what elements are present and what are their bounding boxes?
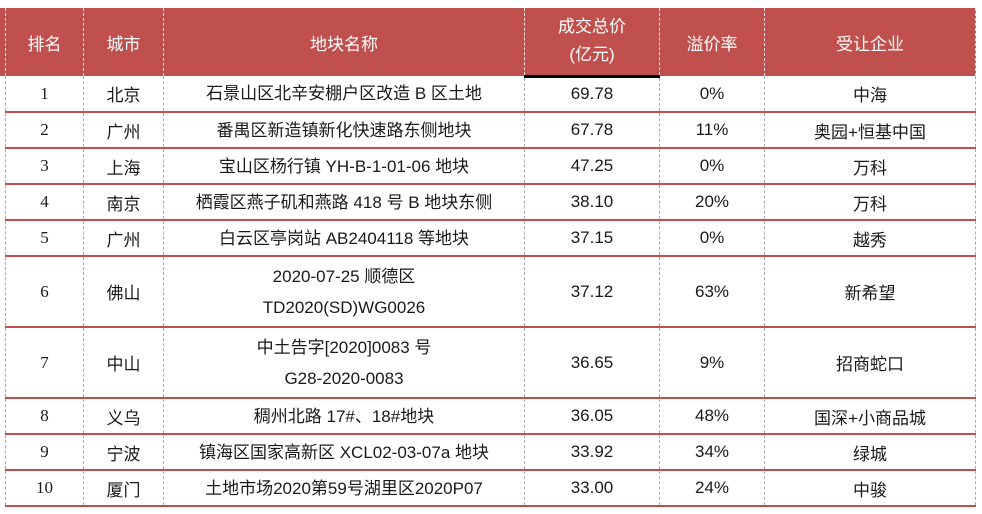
cell-buyer: 奥园+恒基中国 — [764, 111, 976, 149]
cell-name: 宝山区杨行镇 YH-B-1-01-06 地块 — [163, 147, 525, 185]
cell-price: 36.65 — [524, 326, 660, 399]
cell-premium: 9% — [659, 326, 765, 399]
parcel-name-line: G28-2020-0083 — [284, 368, 404, 388]
cell-price: 69.78 — [524, 76, 660, 113]
cell-name: 镇海区国家高新区 XCL02-03-07a 地块 — [163, 433, 525, 471]
table-header-row: 排名 城市 地块名称 成交总价 (亿元) 溢价率 受让企业 — [5, 8, 976, 78]
header-cell-price: 成交总价 (亿元) — [524, 8, 660, 78]
cell-price: 36.05 — [524, 397, 660, 435]
table-row-7: 7 中山 中土告字[2020]0083 号 G28-2020-0083 36.6… — [5, 326, 976, 399]
header-cell-rank: 排名 — [5, 8, 84, 76]
parcel-name-line: 栖霞区燕子矶和燕路 418 号 B 地块东侧 — [195, 192, 493, 212]
parcel-name-line: 稠州北路 17#、18#地块 — [253, 406, 435, 426]
parcel-name-line: 石景山区北辛安棚户区改造 B 区土地 — [206, 84, 482, 103]
cell-buyer: 越秀 — [764, 219, 976, 257]
table-row-5: 5 广州 白云区亭岗站 AB2404118 等地块 37.15 0% 越秀 — [5, 219, 976, 257]
price-header-line2: (亿元) — [569, 45, 615, 65]
table-row-2: 2 广州 番禺区新造镇新化快速路东侧地块 67.78 11% 奥园+恒基中国 — [5, 111, 976, 149]
cell-price: 37.15 — [524, 219, 660, 257]
price-header-line1: 成交总价 — [558, 17, 626, 37]
header-cell-buyer: 受让企业 — [764, 8, 976, 76]
cell-premium: 0% — [659, 76, 765, 113]
parcel-name-line: 2020-07-25 顺德区 — [272, 266, 416, 286]
cell-premium: 0% — [659, 219, 765, 257]
header-left-edge-strip — [0, 8, 6, 76]
parcel-name-line: 番禺区新造镇新化快速路东侧地块 — [216, 120, 472, 140]
table-row-9: 9 宁波 镇海区国家高新区 XCL02-03-07a 地块 33.92 34% … — [5, 433, 976, 471]
cell-city: 宁波 — [83, 433, 164, 471]
cell-premium: 0% — [659, 147, 765, 185]
cell-buyer: 中海 — [764, 76, 976, 113]
cell-buyer: 中骏 — [764, 469, 976, 507]
table-row-1: 1 北京 石景山区北辛安棚户区改造 B 区土地 69.78 0% 中海 — [5, 76, 976, 113]
cell-rank: 6 — [5, 255, 84, 328]
cell-rank: 1 — [5, 76, 84, 113]
cell-premium: 48% — [659, 397, 765, 435]
parcel-name-line: 中土告字[2020]0083 号 — [256, 337, 432, 357]
cell-premium: 63% — [659, 255, 765, 328]
cell-price: 37.12 — [524, 255, 660, 328]
cell-name: 番禺区新造镇新化快速路东侧地块 — [163, 111, 525, 149]
table-row-3: 3 上海 宝山区杨行镇 YH-B-1-01-06 地块 47.25 0% 万科 — [5, 147, 976, 185]
cell-city: 厦门 — [83, 469, 164, 507]
cell-rank: 7 — [5, 326, 84, 399]
cell-premium: 20% — [659, 183, 765, 221]
table-row-10: 10 厦门 土地市场2020第59号湖里区2020P07 33.00 24% 中… — [5, 469, 976, 507]
cell-price: 38.10 — [524, 183, 660, 221]
cell-price: 33.92 — [524, 433, 660, 471]
cell-rank: 3 — [5, 147, 84, 185]
cell-city: 佛山 — [83, 255, 164, 328]
parcel-name-line: 镇海区国家高新区 XCL02-03-07a 地块 — [198, 442, 490, 462]
cell-city: 南京 — [83, 183, 164, 221]
header-cell-premium: 溢价率 — [659, 8, 765, 76]
cell-rank: 10 — [5, 469, 84, 507]
cell-city: 北京 — [83, 76, 164, 113]
cell-buyer: 国深+小商品城 — [764, 397, 976, 435]
cell-price: 47.25 — [524, 147, 660, 185]
cell-price: 67.78 — [524, 111, 660, 149]
cell-rank: 2 — [5, 111, 84, 149]
cell-buyer: 绿城 — [764, 433, 976, 471]
cell-buyer: 招商蛇口 — [764, 326, 976, 399]
cell-name: 中土告字[2020]0083 号 G28-2020-0083 — [163, 326, 525, 399]
land-deals-table: 排名 城市 地块名称 成交总价 (亿元) 溢价率 受让企业 1 北京 石景山区北… — [5, 8, 976, 507]
cell-city: 义乌 — [83, 397, 164, 435]
cell-buyer: 新希望 — [764, 255, 976, 328]
cell-rank: 5 — [5, 219, 84, 257]
cell-city: 中山 — [83, 326, 164, 399]
cell-premium: 34% — [659, 433, 765, 471]
cell-name: 栖霞区燕子矶和燕路 418 号 B 地块东侧 — [163, 183, 525, 221]
cell-rank: 4 — [5, 183, 84, 221]
parcel-name-line: 宝山区杨行镇 YH-B-1-01-06 地块 — [218, 156, 470, 176]
cell-name: 2020-07-25 顺德区 TD2020(SD)WG0026 — [163, 255, 525, 328]
header-cell-name: 地块名称 — [163, 8, 525, 76]
cell-price: 33.00 — [524, 469, 660, 507]
cell-premium: 11% — [659, 111, 765, 149]
cell-city: 广州 — [83, 111, 164, 149]
cell-rank: 8 — [5, 397, 84, 435]
parcel-name-line: 白云区亭岗站 AB2404118 等地块 — [218, 228, 470, 248]
table-row-8: 8 义乌 稠州北路 17#、18#地块 36.05 48% 国深+小商品城 — [5, 397, 976, 435]
header-cell-city: 城市 — [83, 8, 164, 76]
cell-buyer: 万科 — [764, 147, 976, 185]
table-row-6: 6 佛山 2020-07-25 顺德区 TD2020(SD)WG0026 37.… — [5, 255, 976, 328]
table-row-4: 4 南京 栖霞区燕子矶和燕路 418 号 B 地块东侧 38.10 20% 万科 — [5, 183, 976, 221]
cell-name: 稠州北路 17#、18#地块 — [163, 397, 525, 435]
cell-city: 广州 — [83, 219, 164, 257]
cell-name: 石景山区北辛安棚户区改造 B 区土地 — [163, 76, 525, 113]
table-sheet: 排名 城市 地块名称 成交总价 (亿元) 溢价率 受让企业 1 北京 石景山区北… — [5, 8, 976, 507]
cell-buyer: 万科 — [764, 183, 976, 221]
parcel-name-line: TD2020(SD)WG0026 — [262, 297, 426, 317]
cell-rank: 9 — [5, 433, 84, 471]
parcel-name-line: 土地市场2020第59号湖里区2020P07 — [205, 478, 483, 498]
cell-name: 白云区亭岗站 AB2404118 等地块 — [163, 219, 525, 257]
cell-city: 上海 — [83, 147, 164, 185]
cell-name: 土地市场2020第59号湖里区2020P07 — [163, 469, 525, 507]
cell-premium: 24% — [659, 469, 765, 507]
